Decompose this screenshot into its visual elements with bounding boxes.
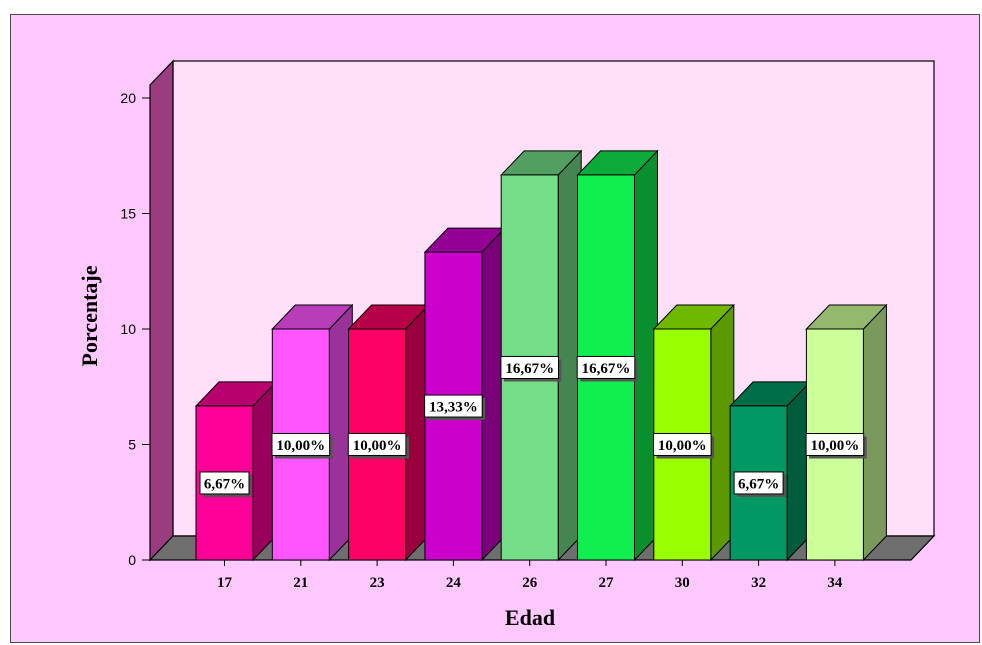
data-label: 10,00%: [653, 433, 715, 459]
data-label: 6,67%: [199, 471, 252, 497]
y-axis: 0 5 10 15 20: [120, 85, 151, 568]
y-tick-label: 20: [120, 90, 136, 106]
bar: [347, 303, 430, 562]
data-label-box: [805, 433, 865, 456]
data-label-text: 16,67%: [582, 361, 631, 377]
data-label: 16,67%: [500, 355, 562, 382]
bar: [576, 149, 659, 562]
data-label: 10,00%: [805, 433, 867, 459]
y-tick-label: 15: [120, 206, 136, 222]
data-label-text: 6,67%: [738, 476, 779, 492]
y-tick-label: 10: [120, 321, 136, 337]
x-axis: 17 21 23 24 26 27 30 32 34: [150, 559, 911, 591]
data-label-box: [500, 355, 559, 379]
x-tick-label: 30: [675, 575, 690, 591]
data-label-box: [347, 433, 407, 456]
data-label-box: [199, 471, 250, 495]
x-tick-label: 17: [217, 575, 233, 591]
data-label: 10,00%: [271, 433, 333, 459]
x-tick-label: 32: [751, 575, 766, 591]
bar: [271, 303, 354, 562]
side-wall: [149, 59, 174, 562]
data-label-box: [271, 433, 331, 456]
data-label-text: 10,00%: [811, 438, 860, 454]
data-label-box: [576, 355, 636, 379]
bar: [194, 380, 278, 562]
x-tick-label: 24: [446, 575, 462, 591]
bar: [423, 226, 507, 562]
y-axis-title: Porcentaje: [77, 265, 102, 366]
data-label-text: 10,00%: [658, 438, 707, 454]
data-label-text: 6,67%: [204, 476, 245, 492]
y-tick-label: 5: [128, 437, 136, 453]
x-tick-label: 23: [370, 575, 385, 591]
data-label-text: 10,00%: [276, 438, 325, 454]
data-label: 10,00%: [347, 433, 409, 459]
x-axis-title: Edad: [505, 605, 555, 630]
x-tick-label: 21: [293, 575, 308, 591]
bar: [805, 303, 888, 562]
bar: [500, 149, 583, 562]
x-tick-label: 27: [599, 575, 615, 591]
data-label-text: 13,33%: [429, 400, 478, 416]
data-label-box: [653, 433, 712, 456]
bar: [728, 380, 812, 562]
bar-side: [862, 303, 887, 562]
x-tick-label: 34: [827, 575, 843, 591]
data-label-text: 16,67%: [505, 361, 554, 377]
data-label-box: [424, 394, 483, 418]
data-label: 6,67%: [733, 471, 787, 497]
x-tick-label: 26: [522, 575, 538, 591]
data-labels: 6,67% 10,00% 10,00% 13,33% 16,67% 16,67% 10,00…: [199, 355, 867, 497]
data-label: 16,67%: [576, 355, 638, 382]
data-label-box: [733, 471, 784, 495]
data-label-text: 10,00%: [353, 438, 402, 454]
bar: [652, 303, 735, 562]
data-label: 13,33%: [424, 394, 486, 421]
y-tick-label: 0: [128, 552, 136, 568]
